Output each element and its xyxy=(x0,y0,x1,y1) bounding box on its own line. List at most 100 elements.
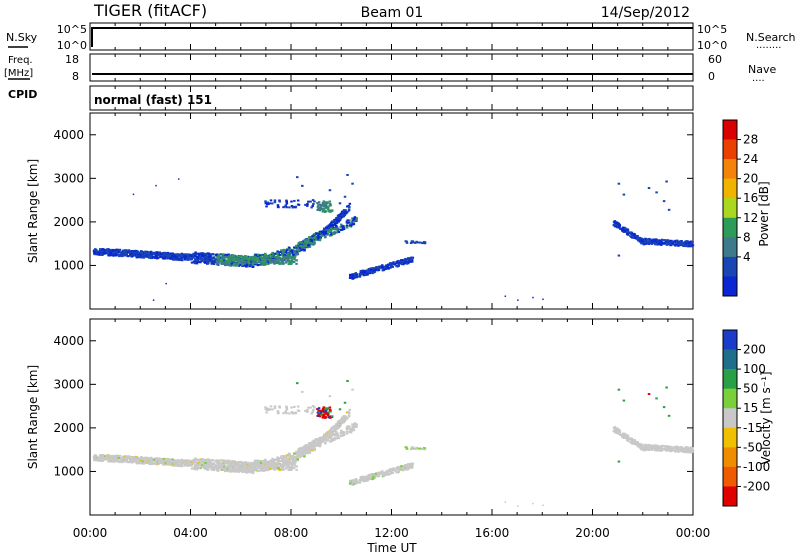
power-cell xyxy=(240,258,243,261)
power-cell xyxy=(240,256,244,259)
velocity-cell xyxy=(270,460,273,463)
power-cell xyxy=(292,254,295,257)
power-cell xyxy=(362,274,365,277)
velocity-cell xyxy=(405,468,409,471)
velocity-cell xyxy=(273,464,276,467)
power-cell xyxy=(238,258,241,261)
power-cell xyxy=(267,257,271,260)
power-cell xyxy=(276,204,280,207)
velocity-cell xyxy=(113,456,116,459)
velocity-cell xyxy=(155,463,159,466)
velocity-cell xyxy=(208,464,212,467)
velocity-cell xyxy=(330,430,334,433)
velocity-cell xyxy=(167,459,171,462)
power-cell xyxy=(347,209,351,212)
velocity-cell xyxy=(192,462,195,465)
power-cell xyxy=(186,253,190,256)
power-cell xyxy=(372,267,375,270)
power-cell xyxy=(617,223,620,226)
velocity-cell xyxy=(166,457,170,460)
velocity-cell xyxy=(287,466,291,469)
velocity-cell xyxy=(100,456,103,459)
velocity-cell xyxy=(300,447,303,450)
velocity-cell xyxy=(300,455,303,458)
nsky-tick-bottom: 10^0 xyxy=(57,39,87,52)
velocity-cell xyxy=(256,459,259,462)
velocity-cell xyxy=(126,457,129,460)
power-cell xyxy=(407,257,410,260)
power-cell xyxy=(153,256,157,259)
velocity-cell xyxy=(104,457,107,460)
power-cell xyxy=(176,254,179,257)
velocity-cell xyxy=(313,442,317,445)
power-cell xyxy=(332,232,336,235)
velocity-cell xyxy=(368,476,371,479)
velocity-cell xyxy=(323,408,327,411)
velocity-cell xyxy=(111,458,115,461)
velocity-cell xyxy=(411,447,415,450)
power-cell xyxy=(348,202,352,205)
power-cell xyxy=(154,254,158,257)
velocity-cell xyxy=(197,462,200,465)
power-cell xyxy=(382,268,386,271)
power-cell xyxy=(631,232,635,235)
power-cell xyxy=(677,244,680,247)
power-cell xyxy=(362,269,365,272)
velocity-cell xyxy=(231,460,234,463)
velocity-cell xyxy=(665,447,668,450)
power-cell xyxy=(257,256,261,259)
velocity-cell xyxy=(374,474,378,477)
power-cell xyxy=(203,257,206,260)
velocity-cell xyxy=(359,477,363,480)
power-cell xyxy=(306,204,309,207)
power-cell xyxy=(206,259,209,262)
velocity-cell xyxy=(397,469,401,472)
power-cell xyxy=(164,254,168,257)
power-cell xyxy=(305,238,308,241)
power-cell xyxy=(345,220,349,223)
power-cell xyxy=(238,259,241,262)
power-cell xyxy=(259,260,263,263)
power-cell xyxy=(149,252,153,255)
power-cell xyxy=(118,249,121,252)
velocity-cell xyxy=(331,438,334,441)
velocity-cell xyxy=(320,436,323,439)
velocity-cell xyxy=(334,427,338,430)
power-cell xyxy=(280,257,283,260)
velocity-cell xyxy=(267,461,271,464)
velocity-cell xyxy=(640,448,643,451)
power-cell xyxy=(409,242,413,245)
power-cell xyxy=(351,219,354,222)
velocity-cell xyxy=(649,448,653,451)
velocity-cell xyxy=(389,470,393,473)
nsearch-tick-bottom: 10^0 xyxy=(697,39,727,52)
velocity-cell xyxy=(187,462,191,465)
velocity-cell xyxy=(118,457,122,460)
nave-label: Nave xyxy=(748,63,776,76)
velocity-cell xyxy=(285,455,289,458)
velocity-cell xyxy=(257,465,260,468)
velocity-cell xyxy=(410,464,413,467)
power-cell xyxy=(131,251,135,254)
power-cell xyxy=(215,263,219,266)
power-cell xyxy=(341,227,345,230)
velocity-cell xyxy=(323,439,326,442)
power-cell xyxy=(346,219,349,222)
velocity-cell xyxy=(251,469,255,472)
velocity-cell xyxy=(362,477,366,480)
power-cell xyxy=(646,238,649,241)
velocity-cell xyxy=(338,408,342,411)
power-cell xyxy=(299,245,302,248)
power-cell xyxy=(225,254,229,257)
velocity-cell xyxy=(333,426,336,429)
velocity-cell xyxy=(346,379,349,382)
power-cell xyxy=(404,257,407,260)
velocity-cell xyxy=(322,413,326,416)
power-cell xyxy=(258,254,262,257)
power-cell xyxy=(334,221,338,224)
velocity-cell xyxy=(212,469,216,472)
velocity-cell xyxy=(120,458,124,461)
velocity-cell xyxy=(614,427,617,430)
velocity-cell xyxy=(380,472,383,475)
velocity-cell xyxy=(221,459,224,462)
